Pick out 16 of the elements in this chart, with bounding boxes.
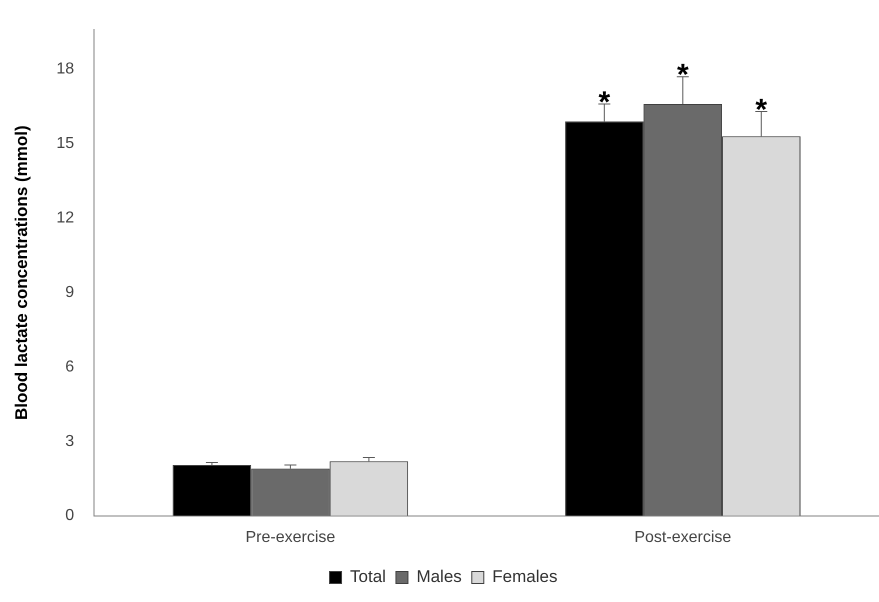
y-tick-label: 6 — [65, 358, 74, 376]
annotation: * — [598, 86, 610, 120]
y-axis-title: Blood lactate concentrations (mmol) — [12, 125, 31, 420]
annotation: * — [755, 93, 768, 126]
legend-label: Total — [350, 567, 386, 586]
legend-label: Females — [492, 567, 558, 586]
x-tick-label: Pre-exercise — [245, 528, 336, 546]
y-tick-label: 9 — [65, 284, 74, 301]
y-tick-label: 18 — [56, 60, 74, 78]
y-tick-label: 12 — [56, 210, 74, 227]
y-tick-label: 3 — [65, 432, 74, 450]
y-tick-label: 0 — [65, 507, 74, 524]
x-tick-label: Post-exercise — [634, 528, 732, 546]
legend-label: Males — [416, 567, 462, 586]
annotation: * — [676, 58, 689, 92]
y-tick-label: 15 — [56, 135, 74, 152]
